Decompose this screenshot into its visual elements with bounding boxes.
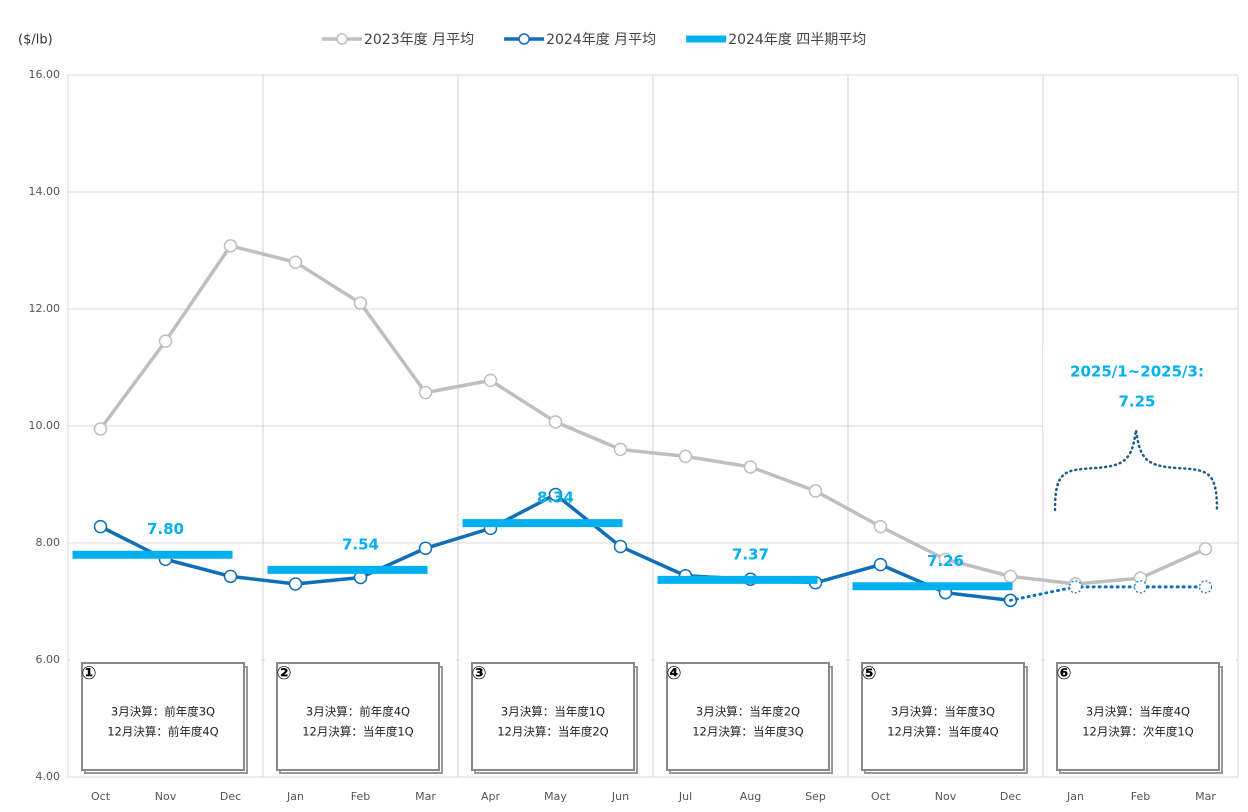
box-line: 12月決算：当年度4Q xyxy=(887,725,999,739)
box-line: 3月決算：当年度2Q xyxy=(696,705,800,719)
point xyxy=(418,541,433,556)
box-number: ③ xyxy=(471,663,486,684)
brace xyxy=(1053,429,1219,512)
data-label: 8.34 xyxy=(537,489,574,507)
x-tick-label: Sep xyxy=(805,790,826,803)
point xyxy=(548,487,563,502)
point xyxy=(1198,542,1213,556)
y-tick-label: 10.00 xyxy=(29,419,61,432)
x-tick-label: Jul xyxy=(678,790,692,803)
box-line: 3月決算：前年度3Q xyxy=(111,705,215,719)
x-tick-label: May xyxy=(544,790,567,803)
box-line: 12月決算：前年度4Q xyxy=(107,725,219,739)
y-tick-label: 16.00 xyxy=(29,68,61,81)
x-tick-label: Mar xyxy=(415,790,436,803)
point xyxy=(158,334,173,348)
box-number: ② xyxy=(276,663,291,684)
box-number: ⑥ xyxy=(1056,663,1071,684)
legend-label: 2024年度 月平均 xyxy=(546,32,656,48)
box-line: 3月決算：当年度4Q xyxy=(1086,705,1190,719)
box-line: 12月決算：当年度1Q xyxy=(302,725,414,739)
box-number: ① xyxy=(81,663,96,684)
point xyxy=(938,552,953,567)
box-line: 3月決算：当年度3Q xyxy=(891,705,995,719)
point xyxy=(743,460,758,474)
data-label: 7.37 xyxy=(732,545,769,563)
legend-label: 2023年度 月平均 xyxy=(364,32,474,48)
legend-label: 2024年度 四半期平均 xyxy=(728,32,866,48)
forecast-line xyxy=(1009,585,1207,602)
point xyxy=(288,255,303,269)
x-tick-label: Jan xyxy=(286,790,304,803)
point xyxy=(93,422,108,436)
x-tick-label: Oct xyxy=(871,790,891,803)
x-tick-label: Jan xyxy=(1066,790,1084,803)
x-tick-label: Nov xyxy=(935,790,957,803)
data-label: 7.54 xyxy=(342,535,379,553)
x-tick-label: Mar xyxy=(1195,790,1216,803)
y-tick-label: 12.00 xyxy=(29,302,61,315)
x-tick-label: Oct xyxy=(91,790,111,803)
y-tick-label: 4.00 xyxy=(36,770,61,783)
point xyxy=(1003,569,1018,584)
box-line: 12月決算：当年度2Q xyxy=(497,725,609,739)
point xyxy=(353,296,368,310)
data-label: 7.26 xyxy=(927,552,964,570)
legend-marker xyxy=(336,33,348,45)
y-tick-label: 8.00 xyxy=(36,536,61,549)
annotation-bg xyxy=(1043,345,1237,431)
point xyxy=(418,385,433,400)
box xyxy=(471,662,635,771)
annotation: 7.25 xyxy=(1118,393,1155,411)
legend-marker xyxy=(518,33,530,45)
point xyxy=(288,577,303,591)
box xyxy=(276,662,440,771)
point xyxy=(223,239,238,253)
point xyxy=(548,415,563,429)
series-line xyxy=(98,243,1208,586)
x-tick-label: Apr xyxy=(481,790,501,803)
annotation: 2025/1~2025/3: xyxy=(1070,363,1204,381)
x-tick-label: Jun xyxy=(611,790,629,803)
point xyxy=(223,569,238,584)
x-tick-label: Nov xyxy=(155,790,177,803)
point xyxy=(613,539,628,554)
point xyxy=(808,484,823,498)
box xyxy=(861,662,1025,771)
point xyxy=(93,519,108,534)
box-line: 3月決算：前年度4Q xyxy=(306,705,410,719)
y-tick-label: 14.00 xyxy=(29,185,61,198)
box-number: ⑤ xyxy=(861,663,876,684)
data-label: 7.80 xyxy=(147,520,184,538)
box-number: ④ xyxy=(666,663,681,684)
x-tick-label: Aug xyxy=(740,790,761,803)
x-tick-label: Feb xyxy=(351,790,370,803)
box-line: 3月決算：当年度1Q xyxy=(501,705,605,719)
box xyxy=(666,662,830,771)
x-tick-label: Dec xyxy=(1000,790,1021,803)
point xyxy=(678,449,693,464)
point xyxy=(613,442,628,457)
point xyxy=(1133,580,1148,594)
point xyxy=(873,557,888,572)
box xyxy=(1056,662,1220,771)
y-axis-label: ($/lb) xyxy=(18,33,53,48)
box xyxy=(81,662,245,771)
y-tick-label: 6.00 xyxy=(36,653,61,666)
x-tick-label: Feb xyxy=(1131,790,1150,803)
point xyxy=(1198,580,1213,594)
box-line: 12月決算：当年度3Q xyxy=(692,725,804,739)
box-line: 12月決算：次年度1Q xyxy=(1082,725,1194,739)
point xyxy=(483,373,498,388)
point xyxy=(1068,580,1083,594)
point xyxy=(873,519,888,534)
x-tick-label: Dec xyxy=(220,790,241,803)
